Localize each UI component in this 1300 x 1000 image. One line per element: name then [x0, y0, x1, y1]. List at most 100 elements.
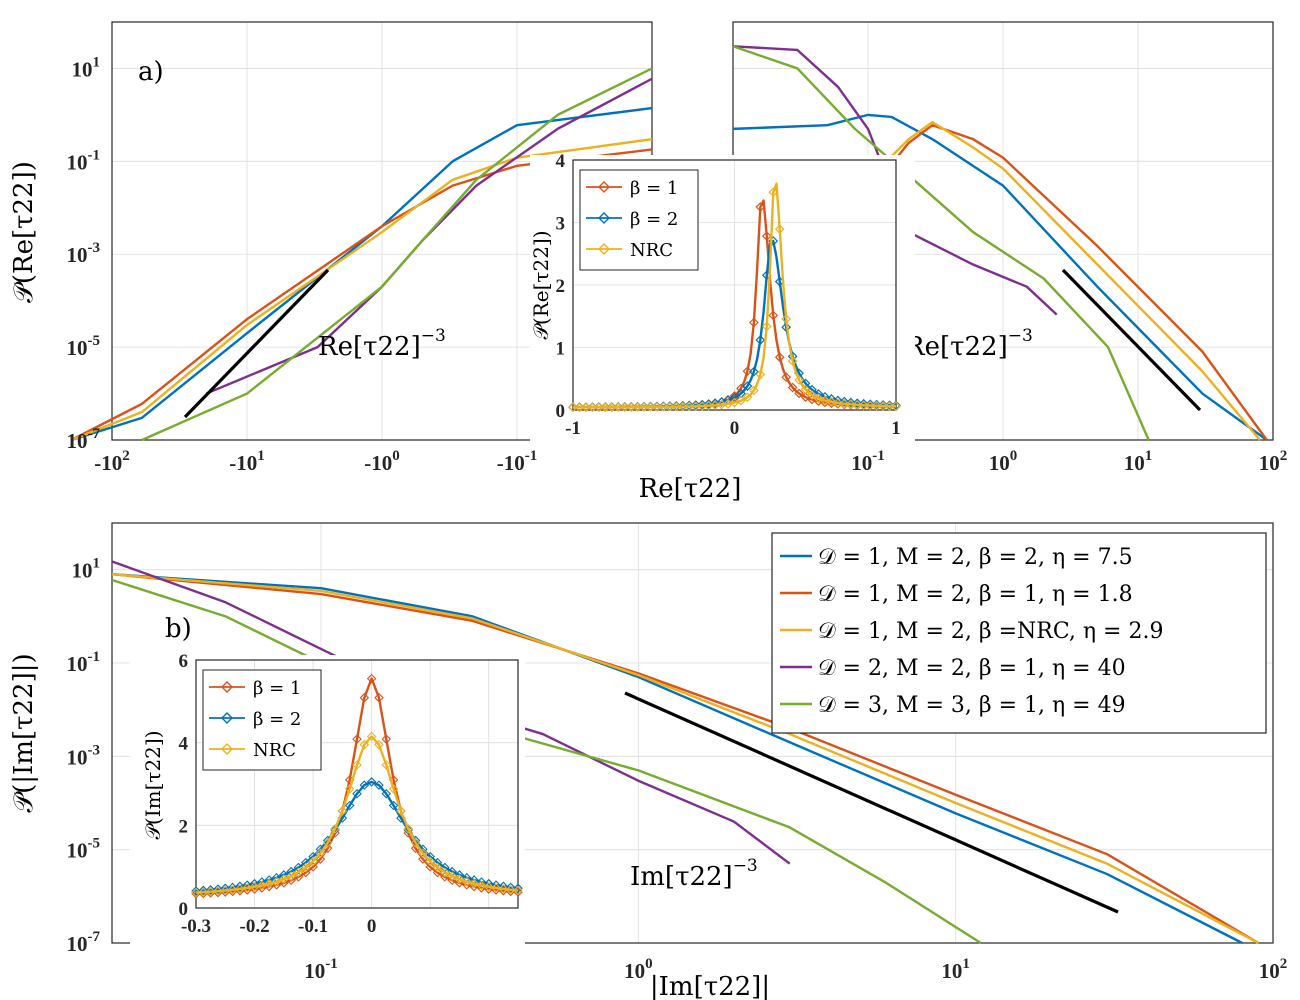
panel-a-inset-marker-yellow — [826, 397, 837, 407]
panel-b-inset-marker-orange — [381, 734, 392, 744]
panel-b-inset-marker-yellow — [483, 881, 494, 892]
panel-a-inset-marker-blue — [781, 322, 792, 333]
panel-b-inset-marker-orange — [432, 867, 443, 878]
panel-a-xtick-neg-label-base: -10 — [94, 451, 122, 475]
panel-a-inset-xtick-label: 0 — [730, 418, 740, 439]
panel-b-ytick-label-base: 10 — [67, 839, 88, 863]
panel-b-inset-marker-yellow — [403, 824, 414, 834]
panel-a-xtick-pos-label-exp: -1 — [872, 448, 885, 464]
panel-b-inset-marker-orange — [366, 673, 377, 684]
panel-b-inset-legend-label: β = 2 — [253, 709, 301, 730]
panel-a-series — [70, 45, 1268, 442]
panel-a-inset-marker-blue — [755, 335, 766, 345]
panel-b-slope-line — [624, 691, 1119, 914]
panel-a-inset-marker-yellow — [755, 369, 766, 380]
panel-b-ytick-label: 101 — [72, 556, 101, 583]
panel-a-inset-marker-yellow — [658, 401, 669, 412]
panel-b-inset-xtick-label: -0.3 — [181, 916, 211, 937]
panel-a-inset-marker-yellow — [845, 399, 856, 410]
panel-a-inset-marker-yellow — [587, 402, 598, 413]
panel-b-inset-marker-yellow — [513, 885, 523, 896]
panel-a-inset-marker-blue — [749, 366, 759, 377]
panel-b-inset-marker-blue — [513, 883, 523, 894]
panel-b-inset-marker-blue — [330, 825, 340, 835]
panel-b-inset-marker-yellow — [293, 867, 304, 878]
panel-b-inset-marker-blue — [220, 883, 231, 894]
panel-a-inset-marker-blue — [884, 400, 895, 411]
panel-a-x-ticks: -102 -101 -100 -10-1 10-1 100 101 102 — [94, 448, 1287, 475]
panel-b-inset-marker-yellow — [461, 876, 472, 887]
panel-b-xtick-label-exp: 1 — [962, 956, 970, 972]
panel-b-inset-marker-yellow — [198, 887, 209, 897]
panel-a-inset-marker-blue — [800, 378, 811, 389]
panel-a-ytick-label-exp: 1 — [93, 54, 101, 70]
panel-b-inset-marker-yellow — [279, 874, 289, 884]
panel-a-ytick-label-exp: -7 — [88, 426, 101, 442]
panel-b-inset-marker-yellow — [300, 862, 311, 873]
panel-a-ytick-label-exp: -3 — [88, 240, 101, 256]
panel-b-inset-marker-blue — [191, 886, 201, 896]
panel-a-xtick-pos-label: 101 — [1124, 448, 1153, 475]
panel-b-xtick-label: 100 — [624, 956, 653, 983]
panel-b-ytick-label: 10-1 — [67, 649, 101, 676]
panel-b-ytick-label-exp: 1 — [93, 556, 101, 572]
panel-b-inset-marker-blue — [388, 800, 399, 811]
panel-b-inset-marker-yellow — [242, 883, 253, 893]
panel-a-inset-marker-yellow — [891, 401, 901, 412]
panel-b-inset-ticks: -0.3 -0.2 -0.1 0 0 2 4 6 — [179, 651, 377, 937]
panel-b-inset-marker-blue — [403, 825, 414, 835]
panel-b-inset-marker-yellow — [425, 856, 435, 867]
panel-a-inset-marker-yellow — [800, 384, 811, 395]
panel-a-xtick-pos-label: 102 — [1259, 448, 1288, 475]
panel-a-inset-marker-yellow — [865, 400, 876, 411]
panel-b-inset-marker-blue — [198, 885, 209, 896]
panel-b-ylabel: 𝒫(|Im[τ22]|) — [9, 653, 39, 812]
panel-b-inset-axes — [195, 659, 519, 909]
panel-b-series-yellow — [111, 572, 1260, 945]
panel-a-xtick-pos-label-exp: 0 — [1010, 448, 1018, 464]
panel-a-inset-marker-blue — [736, 388, 746, 399]
panel-a-xtick-neg-label: -102 — [94, 448, 130, 475]
panel-a-inset-marker-yellow — [645, 402, 656, 412]
panel-a-inset-xtick-label: 1 — [891, 418, 901, 439]
panel-a-xtick-pos-label-exp: 1 — [1145, 448, 1153, 464]
panel-b-inset-marker-yellow — [476, 880, 487, 891]
panel-a-inset-marker-yellow — [568, 402, 578, 413]
panel-b-inset-marker-blue — [366, 777, 377, 787]
panel-a-ytick-label-exp: -5 — [88, 333, 101, 349]
panel-a-inset-marker-yellow — [871, 400, 882, 411]
panel-a-ytick-label-base: 10 — [67, 150, 88, 174]
panel-b-label: b) — [165, 614, 192, 644]
panel-a-xtick-pos-label: 10-1 — [851, 448, 885, 475]
panel-b-ytick-label-exp: -5 — [88, 836, 101, 852]
panel-a-inset-marker-yellow — [761, 321, 772, 332]
panel-a-ytick-label-base: 10 — [67, 429, 88, 453]
panel-b-inset-xtick-label: -0.1 — [298, 916, 328, 937]
panel-a-inset-legend-marker-yellow — [598, 243, 610, 255]
panel-a-xlabel: Re[τ22] — [639, 474, 742, 504]
panel-b-inset-legend-label: NRC — [253, 740, 296, 761]
panel-b-inset-marker-yellow — [454, 874, 465, 884]
panel-b-ytick-label: 10-5 — [67, 836, 101, 863]
panel-a-inset-marker-yellow — [606, 402, 617, 413]
panel-a-inset-legend: β = 1 β = 2 NRC — [579, 169, 699, 271]
panel-a-inset-marker-yellow — [671, 401, 682, 412]
panel-a-inset-marker-yellow — [858, 400, 869, 411]
panel-b-series-blue — [111, 572, 1243, 945]
panel-a-inset-marker-yellow — [736, 395, 746, 406]
panel-b-inset-marker-yellow — [505, 884, 516, 895]
panel-b-inset-marker-yellow — [410, 837, 421, 848]
panel-a-ytick-label-exp: -1 — [88, 147, 101, 163]
panel-b-legend: 𝒟 = 1, M = 2, β = 2, η = 7.5 𝒟 = 1, M = 2… — [771, 532, 1267, 734]
panel-b-inset-ytick-label: 0 — [179, 899, 189, 920]
panel-a-xtick-neg-label-exp: 0 — [392, 448, 400, 464]
panel-b-inset-marker-yellow — [381, 760, 392, 770]
panel-b-inset-marker-yellow — [337, 806, 348, 816]
panel-b-xtick-label-base: 10 — [941, 959, 962, 983]
panel-b-inset-marker-orange — [425, 862, 435, 872]
panel-b-series-green — [111, 578, 982, 945]
panel-b-inset-marker-blue — [381, 788, 392, 799]
panel-b-inset-marker-yellow — [257, 880, 267, 891]
